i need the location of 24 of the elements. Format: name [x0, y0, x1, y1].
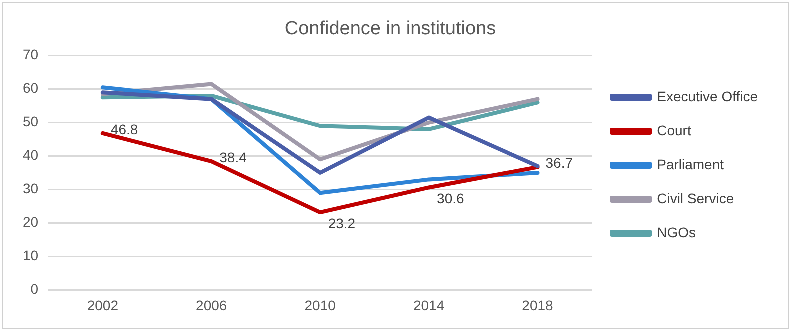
x-tick-label: 2002 [87, 297, 119, 314]
x-tick-label: 2006 [196, 297, 228, 314]
y-tick-label: 60 [22, 80, 39, 96]
x-tick-label: 2014 [413, 297, 445, 314]
data-label: 23.2 [328, 215, 356, 232]
y-tick-label: 40 [22, 147, 39, 164]
legend-label: Executive Office [657, 88, 758, 104]
y-tick-label: 10 [22, 248, 39, 264]
data-label: 38.4 [220, 149, 248, 166]
data-label: 46.8 [110, 121, 138, 138]
y-tick-label: 20 [22, 214, 39, 230]
legend-label: Parliament [657, 156, 724, 172]
y-tick-label: 0 [30, 281, 39, 298]
data-label: 30.6 [437, 190, 465, 207]
y-tick-label: 50 [22, 114, 39, 130]
x-tick-label: 2018 [522, 297, 554, 314]
chart-title: Confidence in institutions [284, 18, 496, 40]
y-tick-label: 70 [22, 46, 39, 63]
legend-label: Court [657, 122, 692, 138]
legend-label: NGOs [657, 224, 696, 240]
data-label: 36.7 [546, 155, 574, 172]
legend-label: Civil Service [657, 190, 734, 206]
y-tick-label: 30 [22, 180, 39, 197]
x-tick-label: 2010 [304, 297, 336, 314]
